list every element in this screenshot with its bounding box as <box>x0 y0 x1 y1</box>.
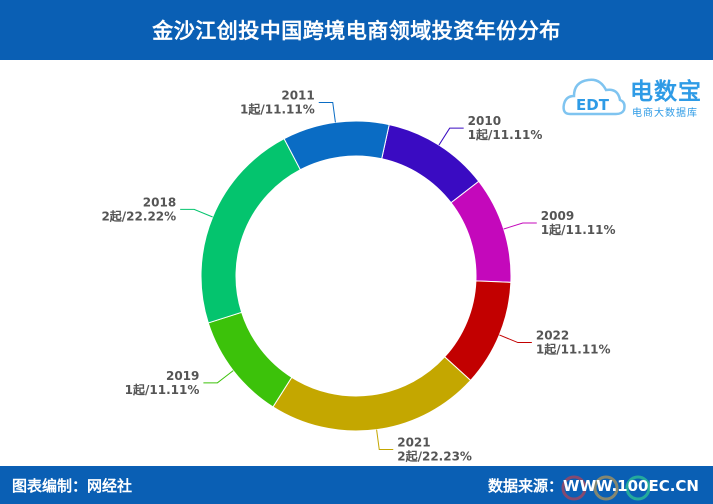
slice-year-label-2009: 2009 <box>541 209 574 223</box>
slice-value-label-2011: 1起/11.11% <box>240 102 315 117</box>
footer-editor: 图表编制：网经社 <box>12 477 133 495</box>
logo-tagline: 电商大数据库 <box>632 108 698 119</box>
footer-source: 数据来源：WWW.100EC.CN <box>488 477 699 495</box>
slice-value-label-2022: 1起/11.11% <box>536 342 611 357</box>
slice-year-label-2011: 2011 <box>281 89 314 103</box>
slice-value-label-2009: 1起/11.11% <box>541 222 616 237</box>
slice-value-label-2010: 1起/11.11% <box>468 127 543 142</box>
leader-line-2011 <box>318 102 336 123</box>
slice-value-label-2019: 1起/11.11% <box>125 382 200 397</box>
slice-year-label-2018: 2018 <box>143 195 176 209</box>
logo: EDT 电数宝 电商大数据库 <box>560 66 710 126</box>
leader-line-2018 <box>180 208 213 218</box>
leader-line-2019 <box>203 370 234 384</box>
slice-value-label-2021: 2起/22.23% <box>397 448 472 463</box>
leader-line-2021 <box>376 429 394 450</box>
cloud-logo-icon: EDT <box>562 78 626 116</box>
slice-year-label-2021: 2021 <box>397 435 430 449</box>
donut-chart: 20101起/11.11%20091起/11.11%20221起/11.11%2… <box>101 89 616 464</box>
slice-year-label-2019: 2019 <box>166 369 199 383</box>
logo-brand: 电数宝 <box>630 79 702 105</box>
slice-year-label-2010: 2010 <box>468 114 501 128</box>
slice-value-label-2018: 2起/22.22% <box>101 208 176 223</box>
donut-slice-2011 <box>283 120 390 171</box>
slice-year-label-2022: 2022 <box>536 329 569 343</box>
watermark-logo-icon <box>561 475 651 501</box>
leader-line-2009 <box>503 222 537 230</box>
donut-slice-2018 <box>200 138 302 324</box>
donut-slice-2009 <box>450 180 512 283</box>
leader-line-2022 <box>499 334 532 344</box>
donut-slice-2019 <box>207 311 293 408</box>
donut-slice-2010 <box>381 123 480 204</box>
chart-footer: 图表编制：网经社 数据来源：WWW.100EC.CN <box>0 466 713 504</box>
logo-badge: EDT <box>576 96 610 114</box>
chart-title: 金沙江创投中国跨境电商领域投资年份分布 <box>152 19 561 43</box>
chart-header: 金沙江创投中国跨境电商领域投资年份分布 <box>0 0 713 60</box>
leader-line-2010 <box>438 127 464 146</box>
donut-slice-2021 <box>272 356 472 432</box>
